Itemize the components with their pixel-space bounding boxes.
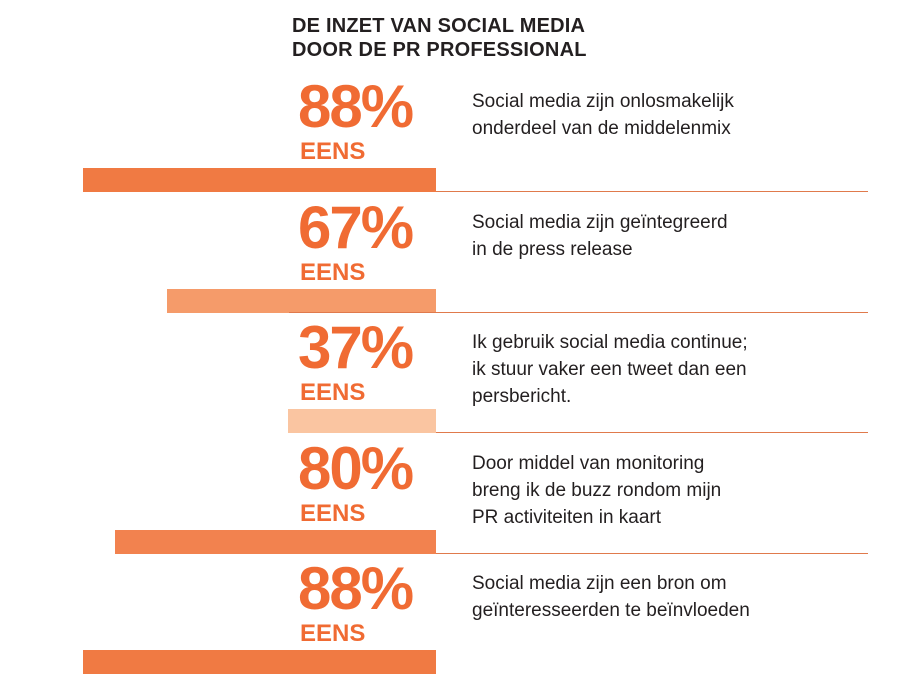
title-line: DE INZET VAN SOCIAL MEDIA [292,15,586,37]
statement-line: in de press release [472,238,633,260]
percent-label: 80% [298,434,414,502]
row-divider [436,432,868,433]
chart-title: DE INZET VAN SOCIAL MEDIA DOOR DE PR PRO… [292,14,587,62]
statement-text: Social media zijn een bron om geïnteresse… [472,570,872,624]
percent-label: 37% [298,314,414,381]
row-divider [289,311,868,313]
chart-row: 80% EENS Door middel van monitoring breng… [0,434,915,562]
statement-line: persbericht. [472,386,572,407]
agree-label: EENS [300,379,366,406]
bar [83,650,436,674]
row-divider [436,552,868,554]
statement-line: Social media zijn geïntegreerd [472,211,728,233]
statement-text: Door middel van monitoring breng ik de bu… [472,450,872,531]
percent-label: 88% [298,555,414,622]
bar [115,529,436,554]
bar [83,168,436,192]
statement-line: Social media zijn onlosmakelijk [472,91,734,112]
agree-label: EENS [300,620,366,647]
statement-line: onderdeel van de middelenmix [472,118,731,139]
chart-row: 37% EENS Ik gebruik social media continu… [0,314,915,441]
title-line: DOOR DE PR PROFESSIONAL [292,39,587,61]
chart-row: 88% EENS Social media zijn een bron om ge… [0,555,915,682]
statement-line: geïnteresseerden te beïnvloeden [472,600,750,621]
chart-row: 88% EENS Social media zijn onlosmakelijk… [0,73,915,200]
agree-label: EENS [300,138,366,165]
chart-row: 67% EENS Social media zijn geïntegreerd i… [0,193,915,321]
percent-label: 88% [298,73,414,140]
agree-label: EENS [300,499,366,527]
statement-line: Ik gebruik social media continue; [472,332,748,353]
statement-text: Social media zijn onlosmakelijk onderdeel… [472,88,872,142]
statement-line: PR activiteiten in kaart [472,506,662,528]
statement-line: breng ik de buzz rondom mijn [472,479,722,501]
statement-text: Social media zijn geïntegreerd in de pres… [472,209,872,263]
statement-line: Door middel van monitoring [472,452,705,474]
statement-text: Ik gebruik social media continue; ik stuu… [472,329,872,410]
agree-label: EENS [300,258,366,286]
statement-line: ik stuur vaker een tweet dan een [472,359,747,380]
statement-line: Social media zijn een bron om [472,573,727,594]
row-divider [436,191,868,192]
bar [287,409,436,433]
bar [167,288,436,313]
percent-label: 67% [298,193,414,261]
